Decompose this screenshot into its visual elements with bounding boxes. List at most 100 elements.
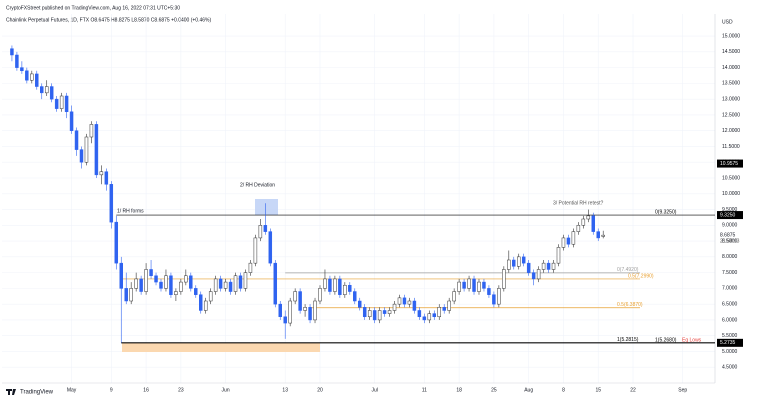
candle-body — [134, 278, 138, 289]
price-label: 8.6875 — [720, 232, 736, 238]
candle-body — [189, 275, 193, 289]
deviation-zone — [255, 199, 278, 215]
candle-body — [457, 281, 461, 292]
candle-body — [35, 73, 39, 87]
candle-body — [159, 281, 163, 289]
price-label: 10.9575 — [720, 161, 738, 167]
y-tick-label: 12.0000 — [722, 128, 740, 134]
candle-body — [531, 272, 536, 280]
symbol-info: Chainlink Perpetual Futures, 1D, FTX O8.… — [6, 17, 211, 23]
y-tick-label: 10.0000 — [722, 191, 740, 197]
y-tick-label: 7.0000 — [722, 286, 738, 292]
y-tick-label: 11.5000 — [722, 144, 740, 150]
candle-body — [293, 291, 297, 302]
candle-body — [10, 48, 14, 56]
candle-body — [84, 136, 89, 163]
x-tick-label: 23 — [178, 387, 184, 393]
candle-body — [268, 231, 273, 264]
candle-body — [233, 275, 238, 292]
candle-body — [199, 294, 203, 311]
candle-body — [576, 225, 581, 232]
candle-body — [536, 269, 541, 280]
candle-body — [15, 54, 19, 68]
candle-body — [422, 316, 427, 321]
annotation: Eq Lows — [682, 337, 702, 343]
candle-body — [129, 288, 133, 302]
candle-body — [521, 256, 526, 264]
candle-body — [54, 98, 59, 109]
candle-body — [596, 231, 600, 239]
y-tick-label: 12.5000 — [722, 112, 740, 118]
y-tick-label: 14.0000 — [722, 65, 740, 71]
candle-body — [487, 288, 491, 295]
candle-body — [392, 303, 397, 311]
candle-body — [546, 262, 551, 270]
annotation: 1/ RH forms — [117, 208, 144, 214]
candle-body — [462, 281, 466, 289]
candle-body — [323, 278, 327, 289]
candle-body — [104, 171, 109, 185]
candle-body — [109, 184, 114, 223]
x-tick-label: 18 — [456, 387, 462, 393]
candle-body — [348, 284, 352, 292]
candle-body — [49, 86, 54, 100]
candle-body — [382, 310, 387, 314]
annotation: 2/ RH Deviation — [240, 182, 275, 188]
candle-body — [362, 307, 367, 318]
candle-body — [94, 124, 99, 176]
candle-body — [228, 281, 233, 292]
candle-body — [253, 237, 258, 264]
candle-body — [25, 70, 29, 81]
x-tick-label: 16 — [143, 387, 149, 393]
x-tick-label: 22 — [630, 387, 636, 393]
y-tick-label: 14.5000 — [722, 49, 740, 55]
candle-body — [571, 231, 576, 245]
candle-body — [358, 300, 362, 308]
candle-body — [417, 310, 422, 318]
candle-body — [164, 275, 168, 289]
candle-body — [397, 297, 402, 305]
y-tick-label: 13.0000 — [722, 96, 740, 102]
candle-body — [203, 300, 208, 311]
candle-body — [492, 294, 496, 305]
candle-body — [248, 262, 253, 273]
candle-body — [139, 278, 143, 292]
price-label: 9.3250 — [720, 212, 736, 218]
currency: USD — [722, 19, 733, 25]
x-tick-label: 25 — [491, 387, 497, 393]
candle-body — [526, 262, 531, 273]
candle-body — [213, 278, 218, 292]
candle-body — [387, 310, 392, 314]
candle-body — [432, 313, 437, 318]
candle-body — [144, 269, 148, 292]
candle-body — [437, 307, 441, 318]
candle-body — [154, 275, 158, 283]
annotation: 3/ Potential RH retest? — [553, 200, 604, 206]
logo — [6, 389, 16, 395]
candle-body — [179, 281, 183, 292]
y-tick-label: 4.5000 — [722, 365, 738, 371]
candle-body — [20, 67, 24, 72]
level-label: 0.5(6.3870) — [617, 302, 643, 308]
candle-body — [477, 281, 481, 292]
candle-body — [591, 215, 596, 232]
candle-body — [288, 300, 292, 324]
candle-body — [243, 272, 248, 289]
y-tick-label: 9.0000 — [722, 223, 738, 229]
x-tick-label: 8 — [562, 387, 565, 393]
candle-body — [377, 310, 382, 321]
level-label: 1(5.2815) — [617, 337, 639, 343]
candle-body — [308, 307, 312, 321]
price-label-box — [717, 338, 743, 347]
candle-body — [601, 234, 605, 237]
candle-body — [556, 247, 561, 264]
candle-body — [407, 300, 412, 305]
candle-body — [482, 281, 486, 289]
candle-body — [561, 237, 566, 248]
candle-body — [169, 275, 173, 295]
x-tick-label: Aug — [524, 387, 533, 393]
candle-body — [40, 86, 44, 94]
level-label: 0(7.4920) — [617, 267, 639, 273]
x-tick-label: 13 — [282, 387, 288, 393]
x-tick-label: 9 — [110, 387, 113, 393]
